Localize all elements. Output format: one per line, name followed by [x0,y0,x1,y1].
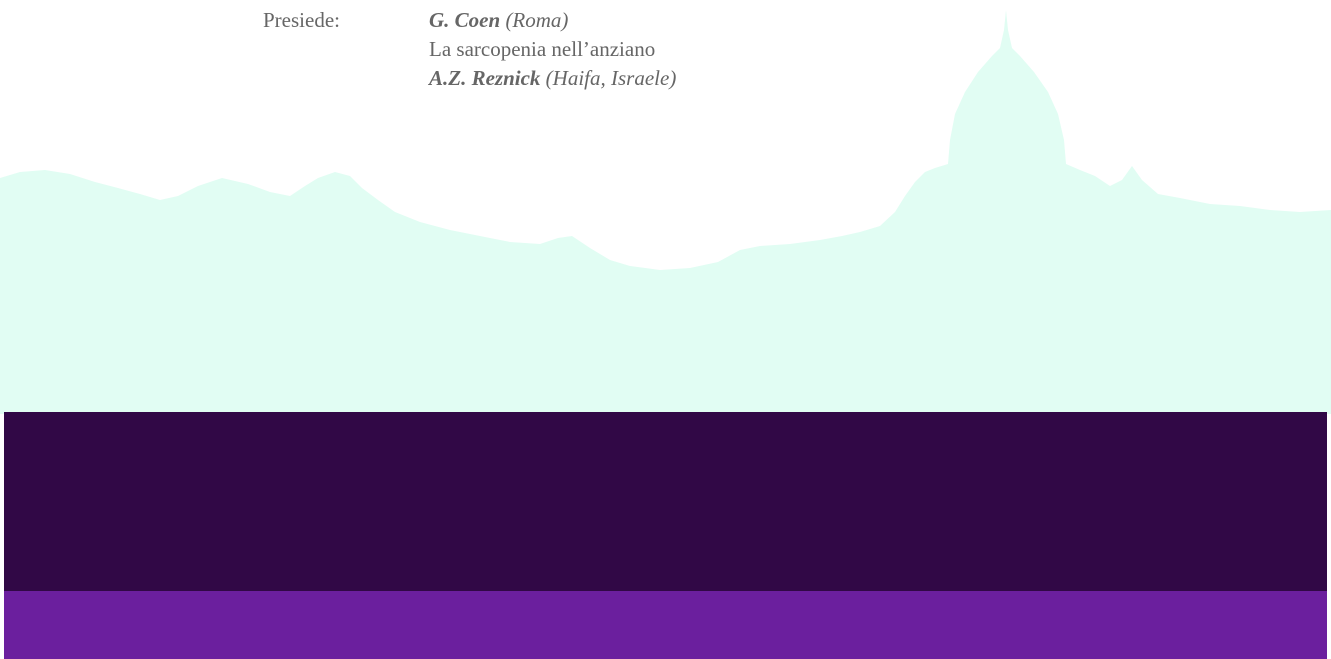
skyline-shape [0,10,1331,414]
chair-row: Presiede: G. Coen (Roma) [263,6,676,35]
speaker-row: A.Z. Reznick (Haifa, Israele) [263,64,676,93]
chair-name: G. Coen [429,8,501,32]
footer-band-purple [4,591,1327,659]
talk-row: La sarcopenia nell’anziano [263,35,676,64]
speaker-place: (Haifa, Israele) [545,66,677,90]
session-info: Presiede: G. Coen (Roma) La sarcopenia n… [263,6,676,93]
footer-band-dark [4,412,1327,591]
chair-label: Presiede: [263,8,340,32]
chair-value: G. Coen (Roma) [429,6,568,35]
rome-skyline-silhouette [0,10,1331,414]
chair-place: (Roma) [505,8,569,32]
speaker-spacer [263,64,429,93]
talk-title: La sarcopenia nell’anziano [429,37,656,61]
speaker-value: A.Z. Reznick (Haifa, Israele) [429,64,676,93]
talk-spacer [263,35,429,64]
speaker-name: A.Z. Reznick [429,66,541,90]
